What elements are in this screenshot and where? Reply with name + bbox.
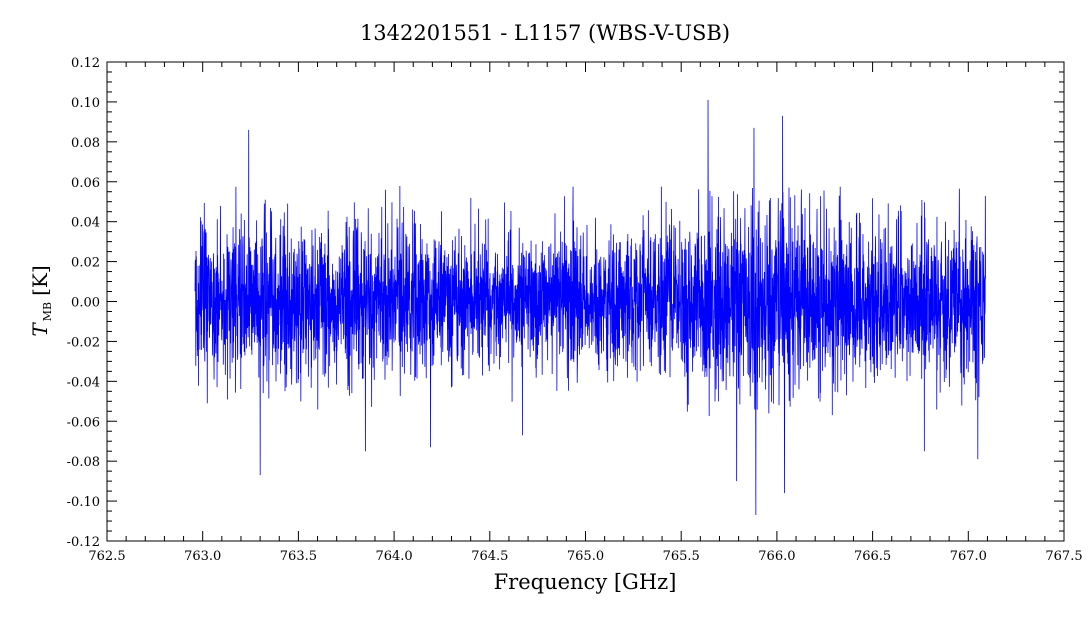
chart-title: 1342201551 - L1157 (WBS-V-USB)	[360, 21, 730, 45]
x-tick-label: 762.5	[88, 549, 125, 564]
y-tick-label: 0.06	[71, 176, 100, 191]
y-axis-label: TMB [K]	[28, 265, 54, 336]
y-tick-label: -0.06	[67, 415, 100, 430]
y-axis-tick-labels: -0.12 -0.10 -0.08 -0.06 -0.04 -0.02 0.00 0.02 0.…	[67, 56, 100, 550]
x-tick-label: 763.0	[184, 549, 221, 564]
x-tick-label: 767.5	[1045, 549, 1082, 564]
y-tick-label: 0.10	[71, 96, 100, 111]
x-tick-label: 765.0	[567, 549, 604, 564]
x-tick-label: 767.0	[950, 549, 987, 564]
y-tick-label: 0.02	[71, 256, 100, 271]
x-axis-ticks	[106, 62, 1065, 541]
x-tick-label: 763.5	[280, 549, 317, 564]
y-tick-label: -0.10	[67, 495, 100, 510]
y-tick-label: 0.12	[71, 56, 100, 71]
y-tick-label: 0.00	[71, 296, 100, 311]
y-axis-ticks	[107, 61, 1064, 542]
x-tick-label: 766.5	[854, 549, 891, 564]
spectrum-series-line	[194, 99, 986, 516]
x-axis-tick-labels: 762.5 763.0 763.5 764.0 764.5 765.0 765.5 766.0…	[88, 549, 1082, 564]
x-tick-label: 764.0	[375, 549, 412, 564]
y-tick-label: -0.04	[67, 375, 100, 390]
y-axis-label-unit: [K]	[28, 265, 52, 296]
x-tick-label: 764.5	[471, 549, 508, 564]
x-tick-label: 766.0	[758, 549, 795, 564]
y-tick-label: 0.04	[71, 216, 100, 231]
y-tick-label: -0.02	[67, 335, 100, 350]
y-axis-label-symbol: T	[28, 322, 52, 337]
x-tick-label: 765.5	[663, 549, 700, 564]
y-tick-label: -0.12	[67, 535, 100, 550]
x-axis-label: Frequency [GHz]	[494, 570, 677, 594]
y-axis-label-subscript: MB	[41, 302, 54, 321]
y-tick-label: 0.08	[71, 136, 100, 151]
y-tick-label: -0.08	[67, 455, 100, 470]
